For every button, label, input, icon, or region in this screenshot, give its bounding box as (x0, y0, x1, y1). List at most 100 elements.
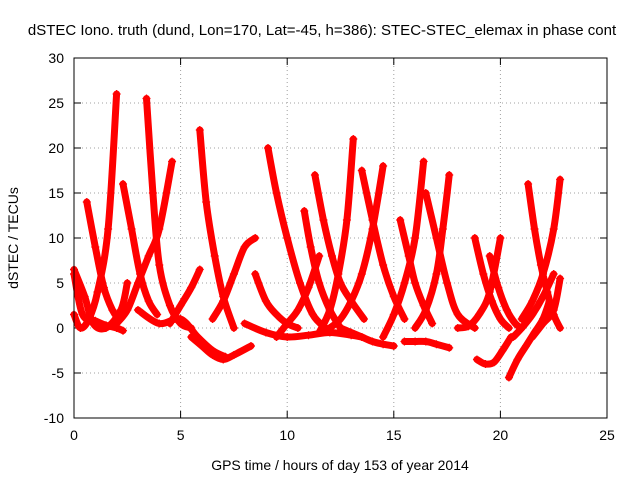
data-point (549, 225, 558, 233)
data-point (349, 135, 358, 143)
data-point (261, 297, 270, 305)
data-point (342, 216, 351, 224)
data-point (251, 270, 260, 278)
data-point (400, 279, 409, 287)
data-point (123, 279, 132, 287)
data-point (91, 243, 100, 251)
data-point (99, 283, 108, 292)
data-point (272, 310, 281, 319)
data-point (108, 306, 117, 314)
data-point (80, 292, 89, 301)
data-point (295, 279, 304, 287)
data-point (336, 324, 345, 332)
data-point (229, 324, 238, 332)
data-point (315, 328, 324, 337)
data-point (379, 261, 388, 269)
data-point (219, 297, 228, 305)
data-point (78, 310, 87, 319)
data-point (485, 288, 494, 296)
data-point (293, 306, 302, 314)
data-point (112, 90, 121, 98)
data-point (300, 207, 309, 215)
data-point (481, 360, 490, 368)
data-point (470, 234, 479, 242)
y-tick-label: 20 (48, 140, 64, 156)
data-point (144, 297, 153, 305)
data-point (334, 270, 343, 278)
data-point (379, 162, 388, 170)
data-point (494, 283, 503, 292)
data-point (513, 355, 522, 364)
data-point (325, 306, 334, 314)
data-point (197, 342, 206, 350)
y-tick-label: -10 (44, 410, 64, 426)
data-point (325, 324, 334, 332)
data-point (155, 261, 164, 269)
data-point (368, 225, 377, 233)
data-point (453, 324, 462, 332)
data-point (119, 180, 128, 188)
data-point (155, 319, 164, 328)
x-tick-label: 15 (386, 427, 402, 443)
data-point (347, 297, 356, 305)
data-point (208, 351, 217, 359)
data-point (389, 342, 398, 350)
series-line (70, 266, 131, 333)
tick-labels: 0 5 10 15 20 25 -10 -5 0 5 10 15 20 25 30 (44, 50, 615, 443)
data-point (264, 144, 273, 152)
data-point (485, 252, 494, 260)
data-point (379, 333, 388, 341)
data-point (272, 333, 281, 341)
data-point (319, 216, 328, 224)
data-point (293, 324, 302, 332)
data-point (84, 315, 93, 323)
series-line (187, 333, 255, 363)
data-point (432, 234, 441, 242)
data-point (310, 171, 319, 179)
series-line (528, 275, 564, 341)
data-point (155, 225, 164, 233)
data-point (112, 319, 121, 328)
data-point (327, 252, 336, 260)
data-point (261, 328, 270, 337)
data-point (153, 310, 162, 319)
data-point (336, 315, 345, 323)
data-point (428, 319, 437, 328)
data-point (304, 283, 313, 292)
data-point (528, 297, 537, 305)
x-tick-label: 20 (493, 427, 509, 443)
data-point (104, 225, 113, 233)
x-tick-label: 0 (70, 427, 78, 443)
data-point (539, 319, 548, 328)
data-point (229, 351, 238, 359)
data-point (496, 234, 505, 242)
data-point (127, 225, 136, 233)
data-point (304, 331, 313, 340)
data-point (556, 324, 565, 332)
data-point (283, 234, 292, 242)
data-point (464, 322, 473, 331)
data-point (453, 310, 462, 319)
data-point (389, 310, 398, 319)
data-point (315, 252, 324, 260)
data-point (195, 126, 204, 134)
data-point (419, 157, 428, 166)
data-point (517, 324, 526, 332)
data-point (543, 288, 552, 296)
data-point (404, 252, 413, 260)
data-point (114, 315, 123, 323)
data-point (545, 297, 554, 305)
y-tick-label: -5 (52, 365, 65, 381)
data-point (517, 315, 526, 323)
data-point (539, 292, 548, 301)
data-point (530, 328, 539, 337)
data-point (187, 283, 196, 292)
data-point (539, 270, 548, 278)
data-point (521, 342, 530, 350)
data-point (359, 315, 368, 323)
data-series (70, 90, 565, 382)
data-point (176, 301, 185, 310)
data-point (93, 288, 102, 296)
data-point (502, 306, 511, 314)
data-point (357, 333, 366, 341)
